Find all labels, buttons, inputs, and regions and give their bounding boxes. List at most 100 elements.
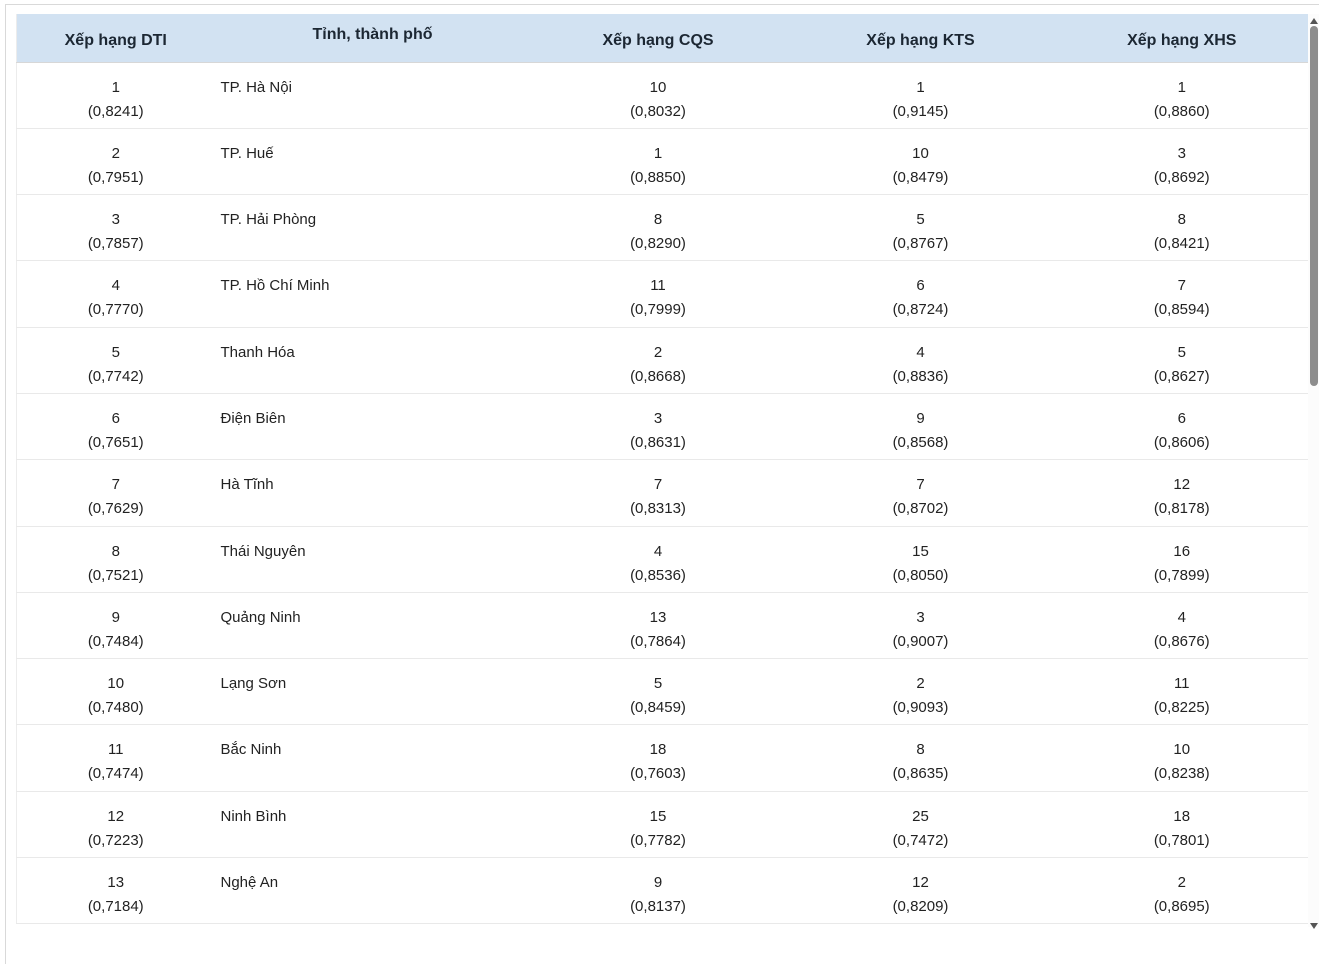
vertical-scrollbar[interactable] bbox=[1308, 14, 1319, 929]
cell-kts-ranking: 10 (0,8479) bbox=[785, 128, 1056, 196]
dti-score-value: (0,7770) bbox=[87, 301, 144, 319]
cqs-rank-value: 8 bbox=[653, 211, 663, 229]
kts-rank-value: 8 bbox=[916, 741, 925, 759]
province-name: Thanh Hóa bbox=[220, 343, 295, 361]
cell-cqs-ranking: 3 (0,8631) bbox=[530, 393, 786, 461]
dti-rank-value: 2 bbox=[111, 144, 120, 162]
cell-kts-ranking: 6 (0,8724) bbox=[785, 260, 1056, 328]
xhs-score-value: (0,8594) bbox=[1153, 301, 1210, 319]
dti-rank-value: 13 bbox=[107, 874, 125, 892]
dti-rank-value: 12 bbox=[107, 807, 125, 825]
cell-xhs-ranking: 12 (0,8178) bbox=[1055, 459, 1309, 527]
table-row: 1 (0,8241) TP. Hà Nội 10 (0,8032) 1 (0,9… bbox=[16, 62, 1309, 129]
xhs-rank-value: 18 bbox=[1173, 807, 1191, 825]
cell-cqs-ranking: 7 (0,8313) bbox=[530, 459, 786, 527]
province-name: TP. Hải Phòng bbox=[220, 211, 317, 229]
cqs-score-value: (0,8536) bbox=[630, 566, 686, 584]
xhs-score-value: (0,8606) bbox=[1153, 433, 1210, 451]
kts-rank-value: 3 bbox=[916, 608, 925, 626]
table-row: 9 (0,7484) Quảng Ninh 13 (0,7864) 3 (0,9… bbox=[16, 592, 1309, 660]
cell-xhs-ranking: 11 (0,8225) bbox=[1055, 658, 1309, 726]
kts-rank-value: 10 bbox=[912, 144, 929, 162]
cell-kts-ranking: 9 (0,8568) bbox=[785, 393, 1056, 461]
dti-rank-value: 3 bbox=[111, 211, 120, 229]
cell-kts-ranking: 15 (0,8050) bbox=[785, 526, 1056, 593]
cell-cqs-ranking: 10 (0,8032) bbox=[530, 62, 786, 129]
xhs-score-value: (0,8627) bbox=[1153, 367, 1210, 385]
dti-rank-value: 11 bbox=[107, 741, 124, 759]
xhs-score-value: (0,8695) bbox=[1153, 898, 1210, 916]
dti-ranking-table: Xếp hạng DTI Tỉnh, thành phố Xếp hạng CQ… bbox=[16, 14, 1309, 925]
cqs-score-value: (0,7999) bbox=[630, 301, 686, 319]
cell-cqs-ranking: 8 (0,8290) bbox=[530, 194, 786, 262]
dti-rank-value: 7 bbox=[111, 476, 120, 494]
xhs-rank-value: 8 bbox=[1177, 211, 1186, 229]
cell-xhs-ranking: 5 (0,8627) bbox=[1055, 327, 1309, 394]
xhs-score-value: (0,8692) bbox=[1153, 168, 1210, 186]
table-header: Xếp hạng DTI Tỉnh, thành phố Xếp hạng CQ… bbox=[16, 14, 1309, 63]
cell-kts-ranking: 2 (0,9093) bbox=[785, 658, 1056, 726]
xhs-rank-value: 7 bbox=[1177, 277, 1186, 295]
cell-cqs-ranking: 4 (0,8536) bbox=[530, 526, 786, 593]
cell-kts-ranking: 8 (0,8635) bbox=[785, 724, 1056, 792]
dti-score-value: (0,7223) bbox=[87, 831, 144, 849]
cqs-rank-value: 13 bbox=[649, 608, 667, 626]
cell-xhs-ranking: 8 (0,8421) bbox=[1055, 194, 1309, 262]
cqs-rank-value: 1 bbox=[653, 144, 663, 162]
cell-xhs-ranking: 18 (0,7801) bbox=[1055, 791, 1309, 859]
cell-province: Ninh Bình bbox=[214, 791, 531, 859]
table-row: 7 (0,7629) Hà Tĩnh 7 (0,8313) 7 (0,8702)… bbox=[16, 459, 1309, 527]
table-row: 6 (0,7651) Điện Biên 3 (0,8631) 9 (0,856… bbox=[16, 393, 1309, 461]
kts-score-value: (0,8724) bbox=[892, 301, 949, 319]
scrollbar-down-arrow-icon[interactable] bbox=[1309, 923, 1318, 929]
cqs-rank-value: 5 bbox=[653, 675, 663, 693]
xhs-rank-value: 6 bbox=[1177, 409, 1186, 427]
cell-dti-ranking: 12 (0,7223) bbox=[16, 791, 215, 859]
cqs-score-value: (0,8631) bbox=[630, 433, 686, 451]
cell-dti-ranking: 9 (0,7484) bbox=[16, 592, 215, 660]
cell-kts-ranking: 25 (0,7472) bbox=[785, 791, 1056, 859]
cell-province: Điện Biên bbox=[214, 393, 531, 461]
cqs-score-value: (0,7864) bbox=[630, 632, 686, 650]
dti-score-value: (0,7857) bbox=[87, 235, 144, 253]
dti-rank-value: 4 bbox=[111, 277, 120, 295]
province-name: Điện Biên bbox=[220, 409, 286, 427]
kts-score-value: (0,8479) bbox=[892, 168, 949, 186]
cell-dti-ranking: 1 (0,8241) bbox=[16, 62, 215, 129]
table-body: 1 (0,8241) TP. Hà Nội 10 (0,8032) 1 (0,9… bbox=[16, 62, 1309, 925]
cqs-rank-value: 9 bbox=[653, 874, 663, 892]
dti-rank-value: 6 bbox=[111, 409, 120, 427]
scrollbar-up-arrow-icon[interactable] bbox=[1309, 18, 1318, 24]
kts-score-value: (0,8209) bbox=[892, 898, 949, 916]
province-name: Lạng Sơn bbox=[220, 675, 287, 693]
cqs-score-value: (0,8290) bbox=[630, 235, 686, 253]
kts-score-value: (0,9145) bbox=[892, 102, 949, 120]
cell-dti-ranking: 11 (0,7474) bbox=[16, 724, 215, 792]
dti-score-value: (0,8241) bbox=[87, 102, 144, 120]
header-row: Xếp hạng DTI Tỉnh, thành phố Xếp hạng CQ… bbox=[16, 14, 1309, 63]
table-row: 4 (0,7770) TP. Hồ Chí Minh 11 (0,7999) 6… bbox=[16, 260, 1309, 328]
dti-score-value: (0,7651) bbox=[87, 433, 144, 451]
header-tinh-thanh-pho: Tỉnh, thành phố bbox=[214, 14, 531, 63]
cell-dti-ranking: 8 (0,7521) bbox=[16, 526, 215, 593]
xhs-rank-value: 2 bbox=[1177, 874, 1186, 892]
cell-kts-ranking: 12 (0,8209) bbox=[785, 857, 1056, 925]
cqs-rank-value: 11 bbox=[650, 277, 666, 295]
cell-kts-ranking: 1 (0,9145) bbox=[785, 62, 1056, 129]
cqs-score-value: (0,8032) bbox=[630, 102, 686, 120]
cell-cqs-ranking: 18 (0,7603) bbox=[530, 724, 786, 792]
cqs-score-value: (0,8137) bbox=[630, 898, 686, 916]
xhs-rank-value: 11 bbox=[1173, 675, 1190, 693]
scrollbar-thumb[interactable] bbox=[1309, 26, 1318, 386]
cell-xhs-ranking: 3 (0,8692) bbox=[1055, 128, 1309, 196]
xhs-score-value: (0,7899) bbox=[1153, 566, 1210, 584]
dti-score-value: (0,7484) bbox=[87, 632, 144, 650]
cell-cqs-ranking: 11 (0,7999) bbox=[530, 260, 786, 328]
province-name: Nghệ An bbox=[220, 874, 279, 892]
cqs-rank-value: 10 bbox=[649, 78, 667, 96]
xhs-score-value: (0,8421) bbox=[1153, 235, 1210, 253]
cqs-rank-value: 3 bbox=[653, 409, 663, 427]
header-xep-hang-dti: Xếp hạng DTI bbox=[16, 14, 215, 63]
cqs-rank-value: 2 bbox=[653, 343, 663, 361]
cell-province: TP. Hồ Chí Minh bbox=[214, 260, 531, 328]
